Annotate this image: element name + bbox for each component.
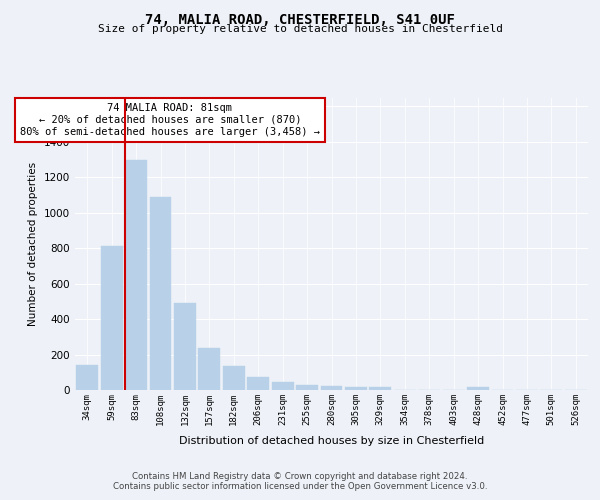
Bar — [199, 348, 220, 390]
Bar — [272, 382, 293, 390]
Text: 74 MALIA ROAD: 81sqm
← 20% of detached houses are smaller (870)
80% of semi-deta: 74 MALIA ROAD: 81sqm ← 20% of detached h… — [20, 104, 320, 136]
Bar — [174, 303, 196, 390]
Text: Contains HM Land Registry data © Crown copyright and database right 2024.: Contains HM Land Registry data © Crown c… — [132, 472, 468, 481]
Bar — [76, 365, 98, 390]
Bar — [296, 385, 318, 390]
Text: Size of property relative to detached houses in Chesterfield: Size of property relative to detached ho… — [97, 24, 503, 34]
Bar — [101, 246, 122, 390]
Bar — [370, 388, 391, 390]
Bar — [223, 366, 245, 390]
Bar — [467, 388, 489, 390]
Y-axis label: Number of detached properties: Number of detached properties — [28, 162, 38, 326]
Bar — [320, 386, 343, 390]
Bar — [247, 376, 269, 390]
X-axis label: Distribution of detached houses by size in Chesterfield: Distribution of detached houses by size … — [179, 436, 484, 446]
Bar — [345, 388, 367, 390]
Bar — [125, 160, 147, 390]
Bar — [149, 197, 172, 390]
Text: Contains public sector information licensed under the Open Government Licence v3: Contains public sector information licen… — [113, 482, 487, 491]
Text: 74, MALIA ROAD, CHESTERFIELD, S41 0UF: 74, MALIA ROAD, CHESTERFIELD, S41 0UF — [145, 12, 455, 26]
